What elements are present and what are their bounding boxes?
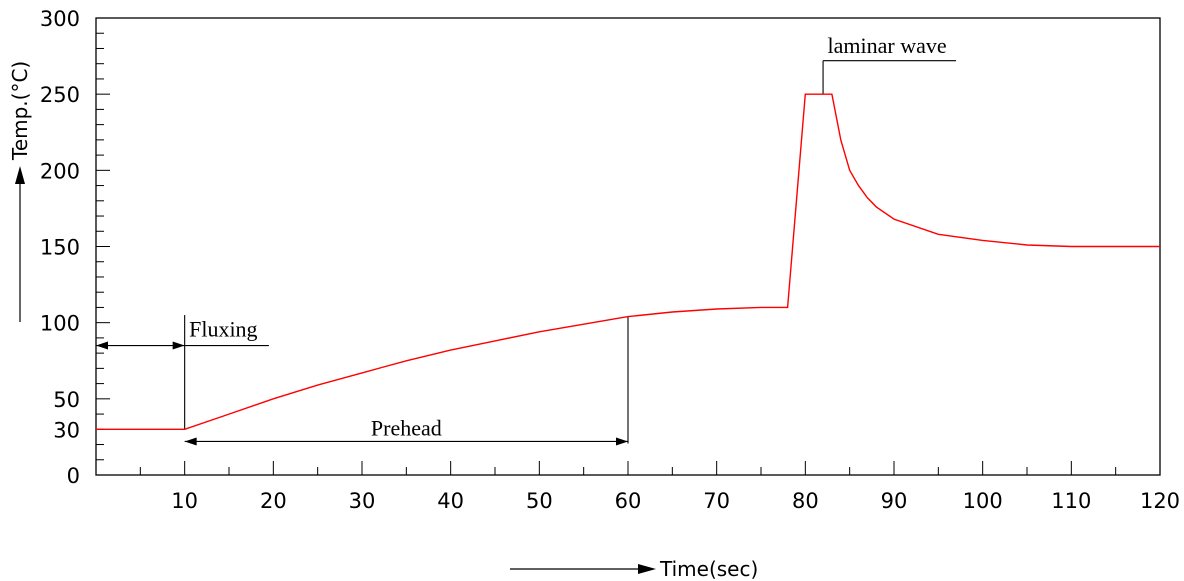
x-tick-label: 90 — [881, 489, 908, 513]
x-tick-label: 80 — [792, 489, 819, 513]
y-axis-title-group: Temp.(°C) — [8, 61, 32, 322]
x-tick-label: 60 — [615, 489, 642, 513]
x-tick-label: 100 — [963, 489, 1003, 513]
x-tick-label: 70 — [703, 489, 730, 513]
x-axis-title: Time(sec) — [659, 557, 758, 581]
prehead-arrow-right — [616, 437, 628, 446]
y-axis-title: Temp.(°C) — [8, 61, 32, 161]
y-tick-label: 250 — [40, 83, 80, 107]
x-tick-label: 30 — [349, 489, 376, 513]
x-axis-title-group: Time(sec) — [510, 557, 758, 581]
x-tick-label: 110 — [1051, 489, 1091, 513]
prehead-arrow-left — [184, 437, 197, 446]
x-tick-label: 40 — [437, 489, 464, 513]
x-tick-label: 10 — [171, 489, 198, 513]
y-axis-arrowhead — [15, 166, 25, 184]
tick-labels: 10 20 30 40 50 60 70 80 90 100 110 120 0 30 50 100 150 20… — [40, 7, 1180, 513]
y-tick-label: 30 — [53, 418, 80, 442]
laminar-wave-label: laminar wave — [828, 33, 947, 58]
x-tick-label: 50 — [526, 489, 553, 513]
fluxing-arrow-left — [96, 341, 108, 350]
fluxing-label: Fluxing — [189, 316, 257, 341]
x-axis-arrowhead — [638, 564, 656, 574]
annotations: Fluxing Prehead laminar wave — [96, 33, 957, 446]
axis-ticks — [96, 32, 1117, 475]
x-tick-label: 120 — [1140, 489, 1180, 513]
prehead-label: Prehead — [371, 415, 442, 440]
x-tick-label: 20 — [260, 489, 287, 513]
temperature-series-line — [96, 93, 1160, 430]
y-tick-label: 100 — [40, 312, 80, 336]
y-tick-label: 50 — [53, 388, 80, 412]
fluxing-arrow-right — [172, 341, 185, 350]
y-tick-label: 0 — [67, 464, 80, 488]
y-tick-label: 150 — [40, 236, 80, 260]
y-tick-label: 300 — [40, 7, 80, 31]
y-tick-label: 200 — [40, 159, 80, 183]
